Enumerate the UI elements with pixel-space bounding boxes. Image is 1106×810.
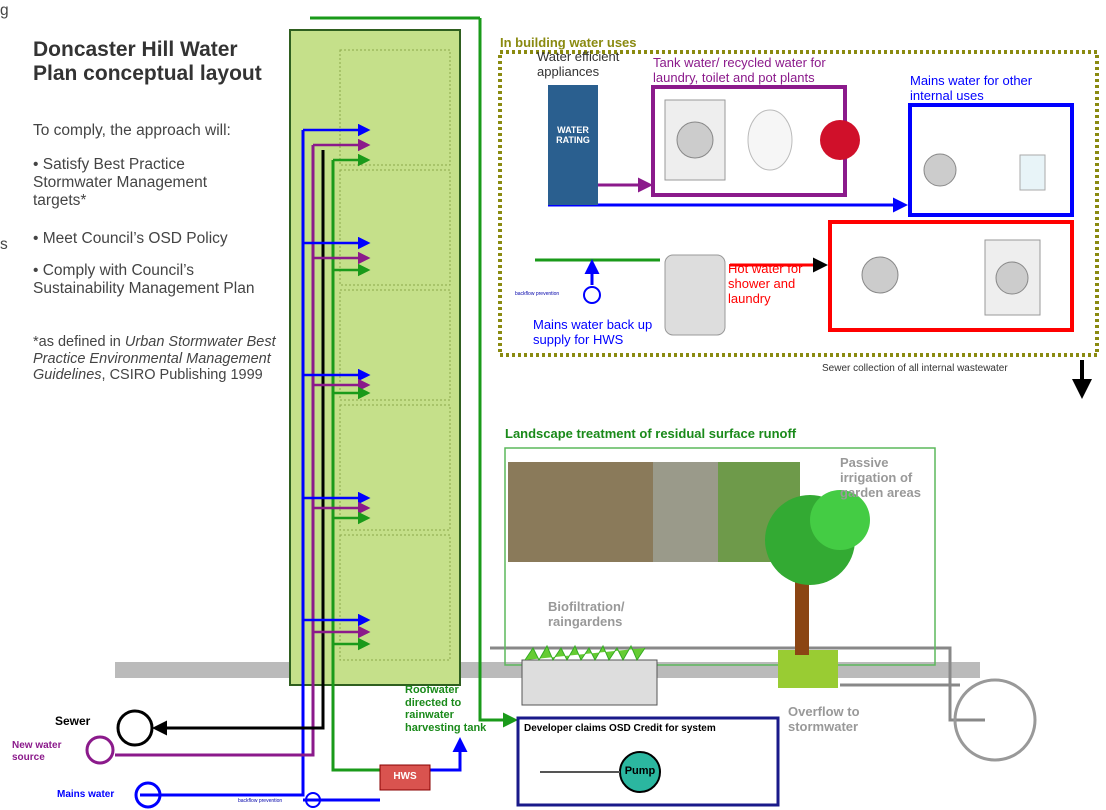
footnote-text: , CSIRO Publishing 1999 <box>102 367 263 383</box>
bullet: • Meet Council’s OSD Policy <box>33 230 273 248</box>
label: Water efficient appliances <box>537 50 637 80</box>
label: Overflow to stormwater <box>788 705 888 735</box>
bullet: • Comply with Council’s Sustainability M… <box>33 262 263 298</box>
label: Hot water for shower and laundry <box>728 262 823 307</box>
label: Biofiltration/ raingardens <box>548 600 658 630</box>
intro: To comply, the approach will: <box>33 122 231 140</box>
heading: Landscape treatment of residual surface … <box>505 427 796 442</box>
label: Mains water back up supply for HWS <box>533 318 653 348</box>
label: Sewer <box>55 715 90 729</box>
page: g s Doncaster Hill Water Plan conceptual… <box>0 0 1106 810</box>
label: Mains water for other internal uses <box>910 74 1060 104</box>
fragment: g <box>0 2 9 20</box>
photos <box>508 462 800 562</box>
fragment: s <box>0 236 8 254</box>
label: Roofwater directed to rainwater harvesti… <box>405 684 500 735</box>
building <box>290 30 460 685</box>
label: Sewer collection of all internal wastewa… <box>822 363 1008 375</box>
bullet: • Satisfy Best Practice Stormwater Manag… <box>33 156 263 209</box>
label: WATER RATING <box>550 125 596 146</box>
label: backflow prevention <box>515 292 559 298</box>
label: Pump <box>622 765 658 778</box>
label: Mains water <box>57 789 114 801</box>
label: Passive irrigation of garden areas <box>840 456 935 501</box>
label: New water source <box>12 740 87 763</box>
label: Tank water/ recycled water for laundry, … <box>653 56 853 86</box>
label: backflow prevention <box>238 799 282 805</box>
sidebar-title: Doncaster Hill Water Plan conceptual lay… <box>33 38 273 86</box>
footnote: *as defined in Urban Stormwater Best Pra… <box>33 334 283 384</box>
label: Developer claims OSD Credit for system <box>524 723 716 735</box>
footnote-text: *as defined in <box>33 334 125 350</box>
label: HWS <box>380 771 430 783</box>
